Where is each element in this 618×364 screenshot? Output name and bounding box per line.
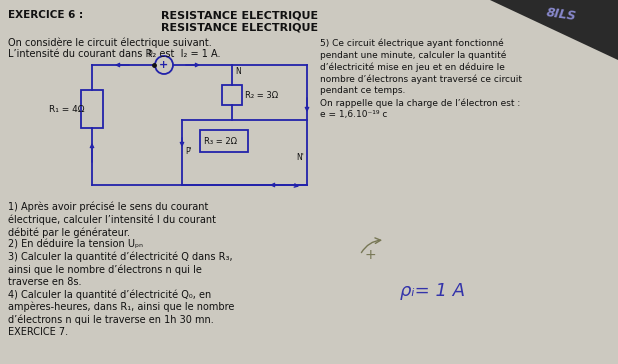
Text: N: N (235, 67, 241, 76)
Text: 3) Calculer la quantité d’électricité Q dans R₃,: 3) Calculer la quantité d’électricité Q … (8, 252, 232, 262)
Text: R₁ = 4Ω: R₁ = 4Ω (49, 104, 85, 114)
Text: L’intensité du courant dans R₂ est  I₂ = 1 A.: L’intensité du courant dans R₂ est I₂ = … (8, 49, 221, 59)
Text: RESISTANCE ELECTRIQUE: RESISTANCE ELECTRIQUE (161, 10, 318, 20)
Text: 4) Calculer la quantité d’électricité Q₀, en: 4) Calculer la quantité d’électricité Q₀… (8, 289, 211, 300)
Text: nombre d’électrons ayant traversé ce circuit: nombre d’électrons ayant traversé ce cir… (320, 74, 522, 83)
Text: RESISTANCE ELECTRIQUE: RESISTANCE ELECTRIQUE (161, 22, 318, 32)
Text: d’électrons n qui le traverse en 1h 30 mn.: d’électrons n qui le traverse en 1h 30 m… (8, 314, 214, 325)
Text: 2) En déduire la tension Uₚₙ: 2) En déduire la tension Uₚₙ (8, 240, 143, 249)
Text: P': P' (185, 147, 192, 157)
Bar (222, 85, 242, 105)
Text: ainsi que le nombre d’électrons n qui le: ainsi que le nombre d’électrons n qui le (8, 265, 202, 275)
Text: EXERCICE 6 :: EXERCICE 6 : (8, 10, 83, 20)
Text: P: P (147, 50, 152, 59)
Text: R₂ = 3Ω: R₂ = 3Ω (245, 91, 278, 99)
Polygon shape (490, 0, 618, 60)
Bar (200, 130, 248, 152)
Text: traverse en 8s.: traverse en 8s. (8, 277, 82, 287)
Bar (81, 90, 103, 128)
Text: On considère le circuit électrique suivant.: On considère le circuit électrique suiva… (8, 38, 212, 48)
Text: R₃ = 2Ω: R₃ = 2Ω (204, 136, 237, 146)
Text: ampères-heures, dans R₁, ainsi que le nombre: ampères-heures, dans R₁, ainsi que le no… (8, 302, 234, 313)
Text: pendant ce temps.: pendant ce temps. (320, 86, 405, 95)
Text: e = 1,6.10⁻¹⁹ c: e = 1,6.10⁻¹⁹ c (320, 110, 387, 119)
Text: électrique, calculer l’intensité I du courant: électrique, calculer l’intensité I du co… (8, 214, 216, 225)
Text: 1) Après avoir précisé le sens du courant: 1) Après avoir précisé le sens du couran… (8, 202, 208, 213)
Text: N': N' (296, 153, 304, 162)
Text: débité par le générateur.: débité par le générateur. (8, 227, 130, 237)
Text: +: + (159, 60, 169, 70)
Text: +: + (365, 248, 376, 262)
Text: 8ILS: 8ILS (545, 6, 577, 23)
Text: ρᵢ= 1 A: ρᵢ= 1 A (400, 282, 465, 300)
Text: d’électricité mise en jeu et en déduire le: d’électricité mise en jeu et en déduire … (320, 62, 505, 71)
Text: EXERCICE 7.: EXERCICE 7. (8, 327, 68, 337)
Text: 5) Ce circuit électrique ayant fonctionné: 5) Ce circuit électrique ayant fonctionn… (320, 38, 504, 47)
Text: pendant une minute, calculer la quantité: pendant une minute, calculer la quantité (320, 50, 506, 59)
Text: On rappelle que la charge de l’électron est :: On rappelle que la charge de l’électron … (320, 98, 520, 107)
